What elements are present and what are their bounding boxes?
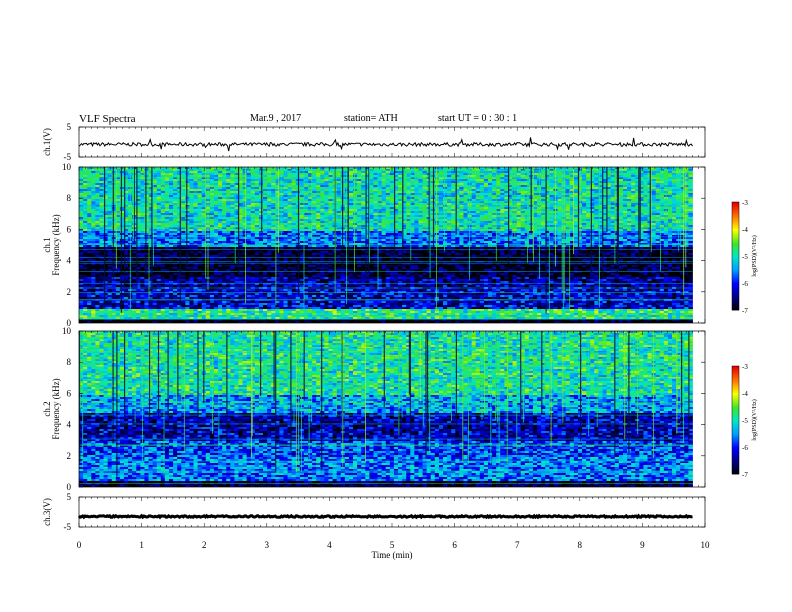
ch1-waveform-ylabel: ch.1(V) <box>42 128 52 156</box>
colorbar-tick-label: -4 <box>742 390 748 398</box>
ch1-waveform-trace <box>79 137 693 151</box>
ch2-spectrogram-ytick-label: 4 <box>67 420 72 430</box>
x-tick-label: 5 <box>390 540 395 550</box>
ch2-spectrogram-image <box>79 331 693 487</box>
ch1-waveform-panel: 5 -5 ch.1(V) <box>42 122 705 162</box>
x-tick-label: 3 <box>265 540 270 550</box>
ch3-waveform-trace <box>79 516 693 517</box>
colorbar-tick-label: -7 <box>742 471 748 479</box>
ch1-spectrogram-image <box>79 167 693 323</box>
ch1-spectrogram-ytick-label: 2 <box>67 287 72 297</box>
ch1-spectrogram-ytick-label: 6 <box>67 224 72 234</box>
ch2-spectrogram-ylabel: Frequency (kHz) <box>51 378 61 439</box>
ch1-waveform-frame <box>79 127 705 157</box>
x-axis-label: Time (min) <box>372 550 413 560</box>
ch1-spectrogram-ylabel: Frequency (kHz) <box>51 214 61 275</box>
colorbar-label: log(PSD)(V²/Hz) <box>751 235 758 276</box>
ch3-waveform-ylabel: ch.3(V) <box>42 498 52 526</box>
ch3-waveform-ytick-label: 5 <box>67 492 72 502</box>
ch3-waveform-frame <box>79 497 705 527</box>
ch3-waveform-ytick-label: -5 <box>64 522 72 532</box>
ch2-spectrogram-ytick-label: 6 <box>67 388 72 398</box>
x-tick-label: 8 <box>578 540 583 550</box>
ch2-spectrogram-ytick-label: 8 <box>67 357 72 367</box>
ch2-spectrogram-ytick-label: 2 <box>67 451 72 461</box>
x-tick-label: 0 <box>77 540 82 550</box>
colorbar-tick-label: -3 <box>742 363 748 371</box>
colorbar-tick-label: -3 <box>742 199 748 207</box>
x-tick-label: 4 <box>327 540 332 550</box>
colorbar-tick-label: -5 <box>742 417 748 425</box>
x-tick-label: 7 <box>515 540 520 550</box>
ch2-spectrogram-colorbar: -3 -4 -5 -6 -7 log(PSD)(V²/Hz) <box>732 363 758 479</box>
ch2-spectrogram-ytick-label: 10 <box>62 326 72 336</box>
colorbar-tick-label: -6 <box>742 280 748 288</box>
x-tick-label: 9 <box>640 540 645 550</box>
colorbar-tick-label: -7 <box>742 307 748 315</box>
colorbar-tick-label: -5 <box>742 253 748 261</box>
ch3-waveform-panel: 5 -5 ch.3(V) 0 1 2 3 4 5 6 7 8 9 10 Time (min) <box>42 492 710 560</box>
x-tick-label: 6 <box>452 540 457 550</box>
colorbar-tick-label: -4 <box>742 226 748 234</box>
ch1-spectrogram-ytick-label: 4 <box>67 256 72 266</box>
colorbar-label: log(PSD)(V²/Hz) <box>751 399 758 440</box>
colorbar-tick-label: -6 <box>742 444 748 452</box>
x-tick-label: 2 <box>202 540 207 550</box>
ch1-spectrogram-colorbar: -3 -4 -5 -6 -7 log(PSD)(V²/Hz) <box>732 199 758 315</box>
x-tick-label: 1 <box>139 540 144 550</box>
ch1-spectrogram-ytick-label: 8 <box>67 193 72 203</box>
ch1-waveform-ytick-label: 5 <box>67 122 72 132</box>
ch1-waveform-ytick-label: -5 <box>64 152 72 162</box>
ch2-spectrogram-ytick-label: 0 <box>67 482 72 492</box>
x-tick-label: 10 <box>701 540 711 550</box>
ch1-spectrogram-ytick-label: 10 <box>62 162 72 172</box>
